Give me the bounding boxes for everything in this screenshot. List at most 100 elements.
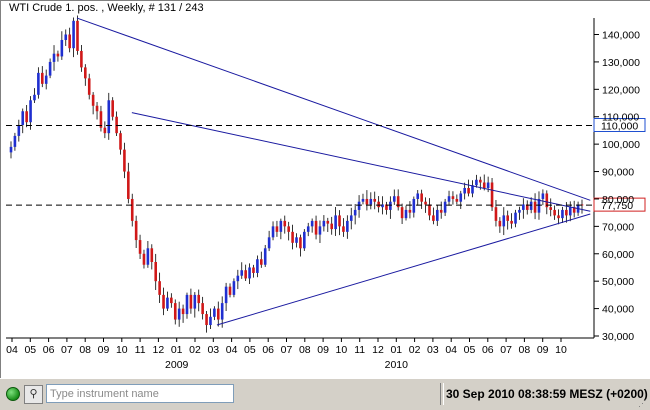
- time-tick-label: 05: [244, 344, 256, 356]
- candle-body: [56, 53, 60, 57]
- candle-body: [467, 187, 470, 194]
- instrument-search-input[interactable]: [46, 384, 234, 403]
- time-tick-label: 02: [409, 344, 421, 356]
- candle-body: [287, 226, 290, 232]
- candle-body: [84, 67, 87, 79]
- time-tick-label: 07: [61, 344, 73, 356]
- candle-body: [455, 198, 459, 202]
- time-tick-label: 08: [79, 344, 91, 356]
- candle-body: [506, 215, 509, 221]
- candle-body: [522, 204, 525, 210]
- candle-body: [185, 294, 189, 315]
- time-tick-label: 01: [171, 344, 183, 356]
- time-tick-label: 05: [464, 344, 476, 356]
- candle-body: [252, 267, 255, 273]
- candle-body: [25, 111, 28, 123]
- candle-body: [181, 308, 185, 315]
- candle-body: [561, 209, 564, 219]
- candle-body: [236, 275, 240, 282]
- time-tick-label: 09: [317, 344, 329, 356]
- candle-body: [404, 209, 408, 219]
- price-tick-label: 110,000: [602, 112, 639, 124]
- horizontal-line-label: 77,750: [601, 200, 633, 212]
- time-tick-label: 12: [153, 344, 165, 356]
- candle-body: [338, 215, 341, 227]
- candle-body: [244, 270, 247, 279]
- candle-body: [514, 212, 517, 224]
- price-tick-label: 130,000: [602, 57, 640, 69]
- candle-body: [314, 220, 318, 235]
- candle-body: [17, 124, 21, 136]
- candle-body: [299, 237, 302, 249]
- candle-body: [111, 100, 114, 117]
- candle-body: [408, 209, 412, 213]
- candle-body: [545, 193, 549, 208]
- price-tick-label: 100,000: [602, 139, 640, 151]
- candle-body: [197, 294, 201, 304]
- candle-body: [68, 34, 71, 49]
- candle-body: [158, 281, 161, 295]
- time-tick-label: 01: [390, 344, 402, 356]
- time-tick-label: 10: [555, 344, 567, 356]
- candle-body: [13, 135, 17, 147]
- candle-body: [502, 215, 506, 227]
- time-tick-label: 02: [189, 344, 201, 356]
- chart-window[interactable]: WTI Crude 1. pos. , Weekly, # 131 / 243 …: [0, 0, 650, 378]
- candle-body: [91, 94, 95, 106]
- candle-body: [240, 270, 244, 276]
- candle-body: [37, 72, 40, 95]
- time-tick-label: 08: [519, 344, 531, 356]
- trendline: [76, 17, 591, 201]
- candle-body: [568, 207, 572, 216]
- time-tick-label: 07: [500, 344, 512, 356]
- candle-body: [216, 308, 220, 320]
- candle-body: [565, 209, 568, 216]
- candle-body: [322, 220, 326, 227]
- candle-body: [342, 226, 345, 232]
- price-tick-label: 90,000: [602, 167, 634, 179]
- candle-body: [52, 53, 56, 62]
- candle-body: [267, 237, 271, 249]
- candle-body: [228, 286, 232, 295]
- candle-body: [263, 248, 267, 265]
- candle-body: [326, 220, 330, 224]
- candle-body: [138, 240, 142, 254]
- candle-body: [396, 196, 400, 208]
- search-icon[interactable]: ⚲: [24, 385, 43, 404]
- candle-body: [365, 198, 369, 205]
- candle-body: [471, 185, 474, 194]
- candle-body: [572, 207, 576, 213]
- time-tick-label: 10: [336, 344, 348, 356]
- price-chart[interactable]: 110,000 77,750 140,000 130,000 120,000 110,0…: [0, 0, 650, 378]
- candle-body: [72, 20, 75, 49]
- candle-body: [99, 111, 103, 128]
- candle-body: [377, 201, 380, 208]
- price-tick-label: 30,000: [602, 331, 634, 343]
- candle-body: [306, 226, 310, 232]
- candle-body: [21, 111, 25, 125]
- time-tick-label: 06: [43, 344, 55, 356]
- resize-grip-icon[interactable]: ⋰: [638, 398, 647, 408]
- candle-body: [357, 201, 361, 210]
- candle-body: [537, 198, 541, 213]
- candle-body: [451, 196, 455, 199]
- candle-body: [303, 231, 306, 249]
- time-tick-label: 07: [281, 344, 293, 356]
- candle-body: [209, 316, 212, 326]
- time-axis: 04 05 06 07 08 09 10 11 12 01 02 03 04 05 06 07 08 09 10 11…: [6, 338, 567, 371]
- candle-body: [412, 198, 416, 213]
- candle-body: [420, 193, 423, 202]
- candle-body: [490, 182, 494, 208]
- time-tick-label: 06: [482, 344, 494, 356]
- candle-body: [193, 294, 197, 309]
- candle-body: [385, 204, 388, 210]
- candle-body: [201, 303, 204, 315]
- candle-body: [392, 196, 396, 202]
- candle-body: [275, 226, 279, 232]
- candle-body: [479, 179, 482, 183]
- chart-title: WTI Crude 1. pos. , Weekly, # 131 / 243: [9, 2, 204, 14]
- candle-body: [349, 215, 353, 221]
- time-tick-label: 10: [116, 344, 128, 356]
- candle-body: [541, 193, 545, 199]
- candle-body: [553, 209, 556, 216]
